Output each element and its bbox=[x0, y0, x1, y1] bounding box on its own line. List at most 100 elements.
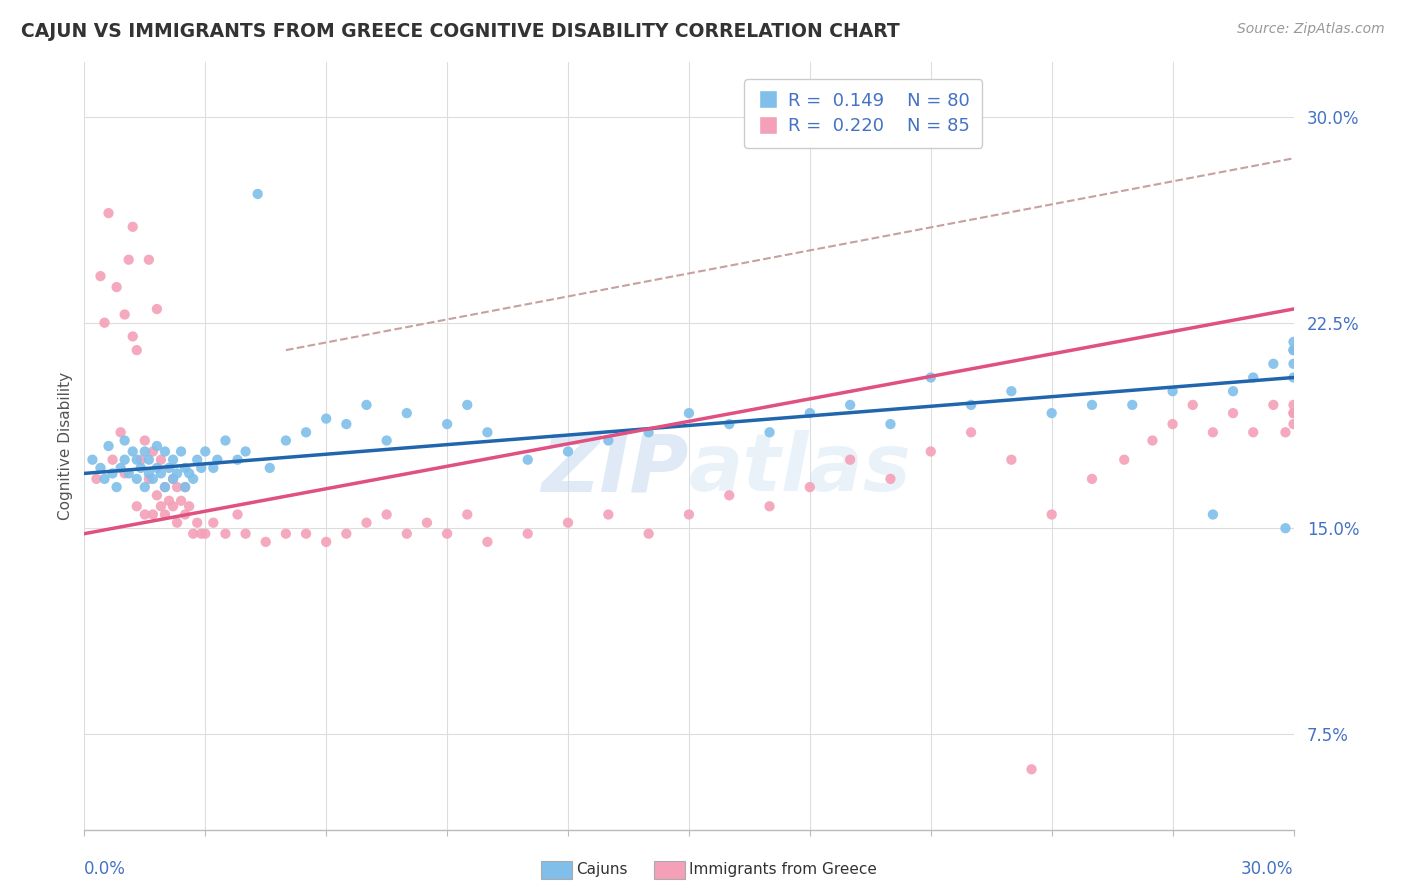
Point bbox=[142, 472, 165, 486]
Point bbox=[179, 500, 201, 514]
Point bbox=[799, 406, 821, 420]
Point bbox=[149, 452, 172, 467]
Point bbox=[207, 452, 229, 467]
Point bbox=[235, 526, 257, 541]
Point bbox=[758, 425, 780, 440]
Point bbox=[121, 444, 143, 458]
Point bbox=[129, 461, 152, 475]
Point bbox=[153, 480, 176, 494]
Point bbox=[110, 425, 132, 440]
Point bbox=[395, 406, 418, 420]
Point bbox=[477, 425, 499, 440]
Point bbox=[86, 472, 108, 486]
Point bbox=[138, 472, 160, 486]
Point bbox=[186, 516, 208, 530]
Point bbox=[1263, 357, 1285, 371]
Point bbox=[190, 461, 212, 475]
Point bbox=[295, 526, 318, 541]
Point bbox=[718, 417, 741, 431]
Point bbox=[190, 526, 212, 541]
Point bbox=[166, 516, 188, 530]
Point bbox=[1202, 425, 1225, 440]
Point bbox=[125, 472, 148, 486]
Point bbox=[174, 461, 197, 475]
Point bbox=[879, 472, 901, 486]
Y-axis label: Cognitive Disability: Cognitive Disability bbox=[58, 372, 73, 520]
Point bbox=[157, 461, 180, 475]
Point bbox=[1161, 417, 1184, 431]
Point bbox=[395, 526, 418, 541]
Point bbox=[960, 425, 983, 440]
Point bbox=[356, 516, 378, 530]
Point bbox=[101, 452, 124, 467]
Point bbox=[162, 472, 184, 486]
Point bbox=[1040, 508, 1063, 522]
Point bbox=[149, 500, 172, 514]
Point bbox=[637, 425, 659, 440]
Text: Source: ZipAtlas.com: Source: ZipAtlas.com bbox=[1237, 22, 1385, 37]
Point bbox=[477, 535, 499, 549]
Point bbox=[1161, 384, 1184, 399]
Point bbox=[335, 526, 357, 541]
Point bbox=[598, 434, 620, 448]
Point bbox=[1202, 508, 1225, 522]
Point bbox=[101, 467, 124, 481]
Point bbox=[142, 508, 165, 522]
Text: atlas: atlas bbox=[689, 430, 911, 508]
Point bbox=[129, 452, 152, 467]
Point bbox=[162, 452, 184, 467]
Point bbox=[1282, 406, 1305, 420]
Point bbox=[162, 472, 184, 486]
Point bbox=[1282, 334, 1305, 349]
Point bbox=[678, 508, 700, 522]
Point bbox=[202, 516, 225, 530]
Text: Immigrants from Greece: Immigrants from Greece bbox=[689, 863, 877, 877]
Point bbox=[1274, 425, 1296, 440]
Point bbox=[166, 467, 188, 481]
Point bbox=[315, 411, 337, 425]
Point bbox=[839, 452, 862, 467]
Point bbox=[557, 444, 579, 458]
Point bbox=[181, 472, 204, 486]
Point bbox=[920, 444, 942, 458]
Point bbox=[138, 467, 160, 481]
Point bbox=[1282, 406, 1305, 420]
Point bbox=[1241, 370, 1264, 384]
Point bbox=[1241, 425, 1264, 440]
Point bbox=[456, 508, 478, 522]
Point bbox=[153, 508, 176, 522]
Point bbox=[1274, 521, 1296, 535]
Point bbox=[1282, 370, 1305, 384]
Point bbox=[637, 526, 659, 541]
Point bbox=[118, 467, 141, 481]
Point bbox=[416, 516, 439, 530]
Point bbox=[146, 488, 169, 502]
Point bbox=[97, 439, 120, 453]
Point bbox=[1114, 452, 1136, 467]
Point bbox=[174, 480, 197, 494]
Point bbox=[1282, 343, 1305, 358]
Point bbox=[153, 480, 176, 494]
Point bbox=[1181, 398, 1204, 412]
Point bbox=[839, 398, 862, 412]
Point bbox=[166, 480, 188, 494]
Point bbox=[758, 500, 780, 514]
Point bbox=[89, 461, 111, 475]
Point bbox=[170, 444, 193, 458]
Point bbox=[295, 425, 318, 440]
Point bbox=[105, 480, 128, 494]
Point bbox=[254, 535, 277, 549]
Point bbox=[125, 500, 148, 514]
Point bbox=[1000, 452, 1022, 467]
Point bbox=[97, 206, 120, 220]
Point bbox=[375, 508, 398, 522]
Point bbox=[214, 526, 236, 541]
Point bbox=[274, 434, 297, 448]
Text: CAJUN VS IMMIGRANTS FROM GREECE COGNITIVE DISABILITY CORRELATION CHART: CAJUN VS IMMIGRANTS FROM GREECE COGNITIV… bbox=[21, 22, 900, 41]
Point bbox=[1081, 472, 1104, 486]
Point bbox=[93, 316, 115, 330]
Point bbox=[153, 444, 176, 458]
Point bbox=[1121, 398, 1143, 412]
Point bbox=[1081, 398, 1104, 412]
Point bbox=[142, 444, 165, 458]
